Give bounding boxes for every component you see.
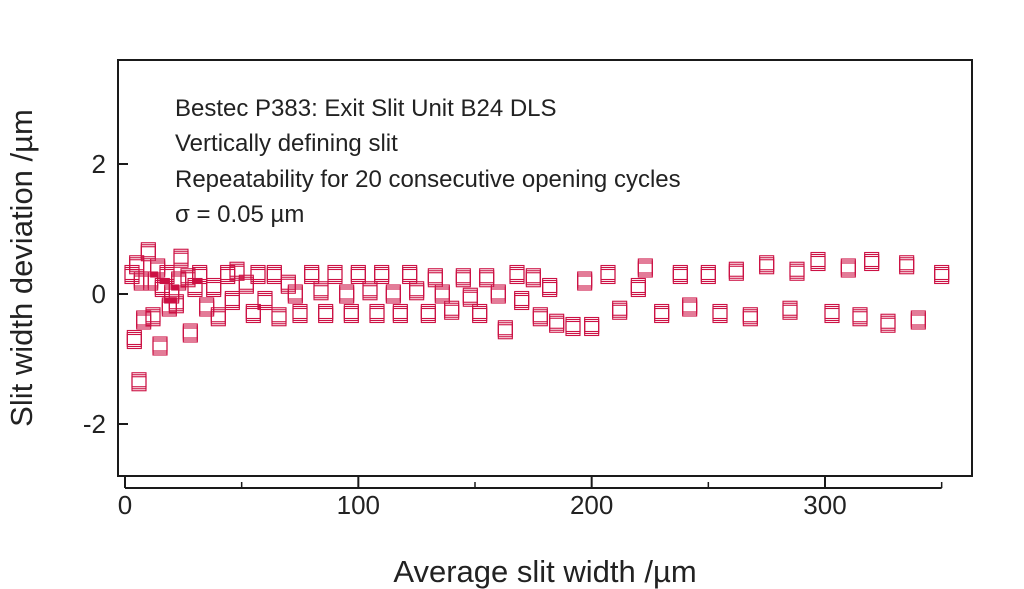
data-point bbox=[840, 258, 856, 278]
data-point bbox=[173, 248, 189, 268]
data-point bbox=[864, 251, 880, 272]
data-point bbox=[409, 281, 425, 301]
data-point bbox=[152, 336, 168, 356]
annotation-sigma: σ = 0.05 µm bbox=[175, 201, 304, 228]
data-point bbox=[133, 271, 149, 291]
y-tick-label: -2 bbox=[83, 409, 106, 439]
data-point bbox=[880, 313, 896, 333]
data-point bbox=[292, 303, 308, 324]
plot-frame bbox=[117, 59, 973, 477]
data-point bbox=[782, 300, 798, 320]
data-point bbox=[369, 303, 385, 324]
data-point bbox=[136, 310, 152, 330]
data-point bbox=[852, 307, 868, 327]
y-axis-title: Slit width deviation /µm bbox=[4, 109, 39, 427]
data-point bbox=[444, 300, 460, 320]
x-tick-label: 100 bbox=[337, 490, 380, 520]
data-point bbox=[362, 281, 378, 301]
data-point bbox=[824, 303, 840, 324]
data-point bbox=[434, 284, 450, 304]
data-point bbox=[637, 258, 653, 278]
data-point bbox=[612, 300, 628, 320]
data-point bbox=[199, 297, 215, 317]
y-tick-label: 0 bbox=[92, 279, 106, 309]
data-point bbox=[420, 303, 436, 324]
data-point bbox=[304, 264, 320, 285]
data-point bbox=[229, 261, 245, 281]
data-point bbox=[402, 264, 418, 285]
data-point bbox=[210, 307, 226, 327]
data-point bbox=[728, 261, 744, 281]
data-point bbox=[182, 323, 198, 343]
data-point bbox=[479, 268, 495, 288]
data-point bbox=[327, 264, 343, 285]
y-tick-label: 2 bbox=[92, 149, 106, 179]
data-point bbox=[266, 264, 282, 285]
data-point bbox=[525, 268, 541, 288]
data-point bbox=[126, 329, 142, 350]
data-point bbox=[759, 255, 775, 275]
data-point bbox=[343, 303, 359, 324]
annotation-slit-orientation: Vertically defining slit bbox=[175, 130, 398, 157]
data-point bbox=[350, 264, 366, 285]
data-point bbox=[131, 372, 147, 392]
data-point bbox=[257, 290, 273, 311]
data-point bbox=[490, 284, 506, 304]
data-point bbox=[654, 303, 670, 324]
x-axis-title: Average slit width /µm bbox=[393, 554, 696, 589]
data-point bbox=[542, 277, 558, 298]
data-point bbox=[630, 277, 646, 298]
data-point bbox=[238, 274, 254, 294]
data-point bbox=[712, 303, 728, 324]
data-point bbox=[810, 251, 826, 272]
data-point bbox=[392, 303, 408, 324]
data-point bbox=[187, 277, 203, 298]
data-point bbox=[224, 290, 240, 311]
data-point bbox=[789, 261, 805, 281]
x-tick-label: 0 bbox=[118, 490, 132, 520]
data-point bbox=[313, 281, 329, 301]
data-point bbox=[206, 277, 222, 298]
data-point bbox=[577, 271, 593, 291]
data-point bbox=[910, 310, 926, 330]
annotation-repeatability: Repeatability for 20 consecutive opening… bbox=[175, 166, 681, 193]
x-tick-label: 300 bbox=[803, 490, 846, 520]
data-point bbox=[532, 307, 548, 327]
data-point bbox=[192, 264, 208, 285]
data-point bbox=[427, 268, 443, 288]
data-point bbox=[168, 294, 184, 314]
data-point bbox=[339, 284, 355, 304]
data-point bbox=[374, 264, 390, 285]
data-point bbox=[497, 320, 513, 340]
y-axis: -2 0 2 bbox=[83, 149, 128, 439]
data-point bbox=[742, 307, 758, 327]
data-point bbox=[514, 290, 530, 311]
data-point bbox=[250, 264, 266, 285]
data-point bbox=[584, 316, 600, 337]
data-point bbox=[287, 284, 303, 304]
x-tick-label: 200 bbox=[570, 490, 613, 520]
data-point bbox=[245, 303, 261, 324]
annotation-title: Bestec P383: Exit Slit Unit B24 DLS bbox=[175, 95, 557, 122]
data-point bbox=[549, 313, 565, 333]
x-axis: 0 100 200 300 bbox=[118, 477, 943, 520]
data-point bbox=[899, 255, 915, 275]
data-point bbox=[600, 264, 616, 285]
data-point bbox=[672, 264, 688, 285]
data-point bbox=[462, 287, 478, 307]
data-point bbox=[700, 264, 716, 285]
data-point bbox=[385, 284, 401, 304]
data-point bbox=[565, 316, 581, 337]
data-point bbox=[271, 307, 287, 327]
data-point bbox=[145, 307, 161, 327]
data-point bbox=[934, 264, 950, 285]
data-point bbox=[455, 268, 471, 288]
data-points bbox=[124, 242, 950, 392]
data-point bbox=[140, 242, 156, 262]
data-point bbox=[472, 303, 488, 324]
data-point bbox=[509, 264, 525, 285]
data-point bbox=[682, 297, 698, 317]
data-point bbox=[318, 303, 334, 324]
